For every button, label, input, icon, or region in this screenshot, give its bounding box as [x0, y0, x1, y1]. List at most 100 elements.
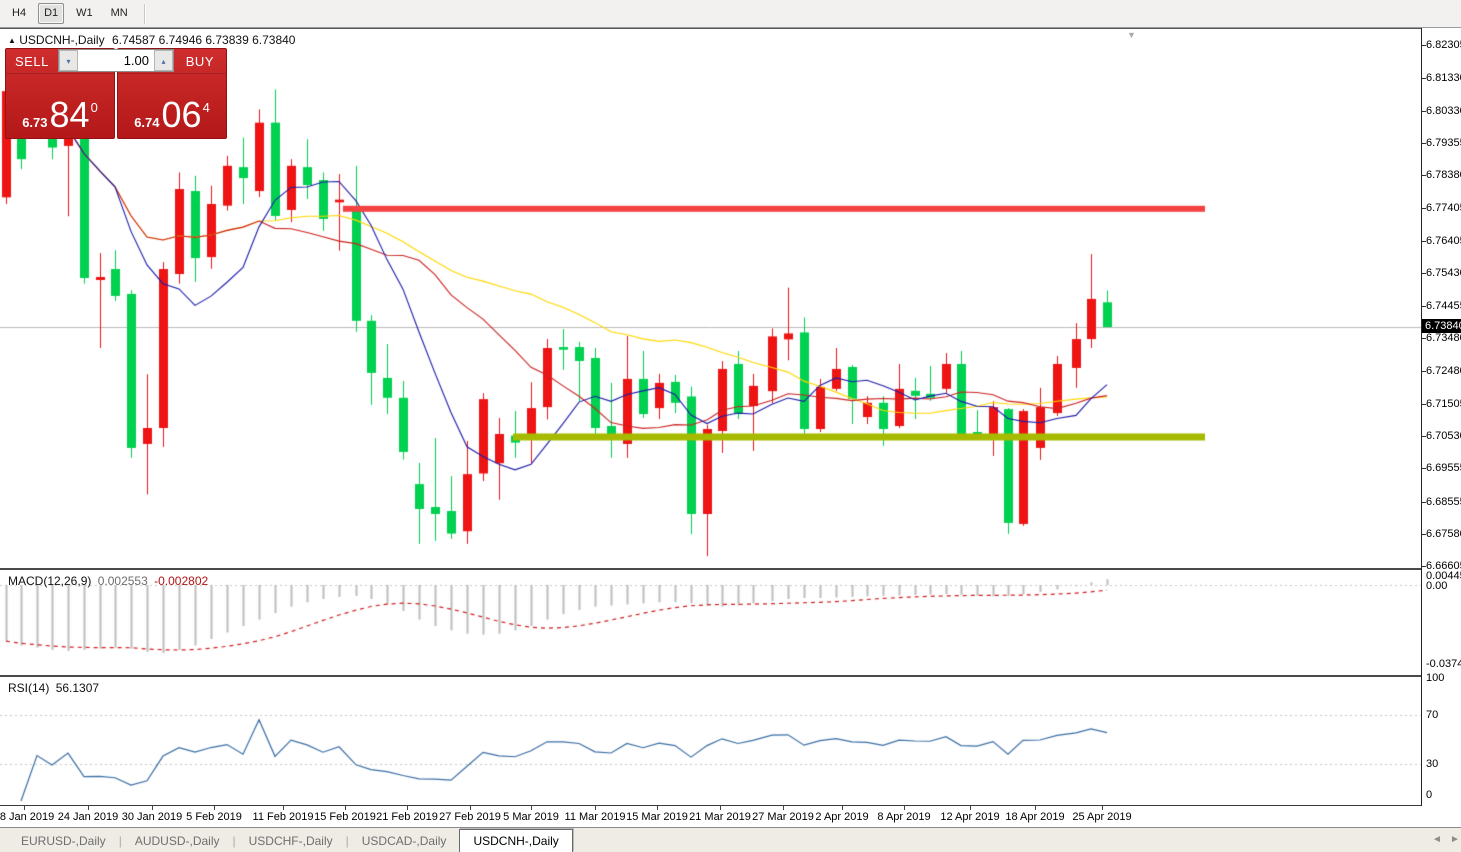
date-axis-label: 15 Mar 2019: [626, 811, 688, 823]
rsi-value: 56.1307: [55, 681, 100, 695]
chart-symbol-label: USDCNH-,Daily: [19, 33, 105, 47]
main-chart-panel: ▲ USDCNH-,Daily 6.74587 6.74946 6.73839 …: [0, 28, 1421, 569]
price-axis-label: 6.74455: [1426, 299, 1461, 312]
axis-tick: [1422, 305, 1426, 307]
tabs-scroll-left-icon[interactable]: ◄: [1432, 834, 1442, 845]
sell-price-big: 84: [49, 94, 90, 135]
axis-tick: [1422, 468, 1426, 470]
chart-tab-audusd[interactable]: AUDUSD-,Daily: [134, 834, 220, 848]
sell-button[interactable]: SELL: [15, 54, 49, 69]
axis-tick: [1422, 77, 1426, 79]
date-axis-label: 21 Mar 2019: [689, 811, 751, 823]
axis-tick: [1422, 207, 1426, 209]
main-chart-canvas[interactable]: [0, 29, 1421, 569]
macd-panel: MACD(12,26,9) 0.002553 -0.002802: [0, 570, 1421, 675]
chart-tab-eurusd[interactable]: EURUSD-,Daily: [21, 834, 106, 848]
panel-separator[interactable]: [0, 675, 1421, 677]
axis-tick: [1422, 240, 1426, 242]
macd-title: MACD(12,26,9) 0.002553 -0.002802: [8, 574, 208, 588]
tab-separator: |: [345, 834, 349, 848]
chart-tab-usdcnh[interactable]: USDCNH-,Daily: [459, 829, 573, 852]
date-axis-label: 8 Apr 2019: [877, 811, 931, 823]
axis-tick: [1422, 403, 1426, 405]
macd-canvas[interactable]: [0, 570, 1421, 675]
price-axis-label: 6.76405: [1426, 234, 1461, 247]
date-tick: [842, 806, 843, 810]
macd-axis-min: -0.037475: [1426, 658, 1461, 670]
price-axis[interactable]: 6.82305 6.81330 6.80330 6.79355 6.78380 6.774…: [1421, 28, 1461, 806]
price-axis-label: 6.82305: [1426, 39, 1461, 52]
chart-ohlc-values: 6.74587 6.74946 6.73839 6.73840: [111, 33, 296, 47]
macd-name: MACD(12,26,9): [8, 574, 92, 588]
date-axis-label: 24 Jan 2019: [57, 811, 119, 823]
date-tick: [88, 806, 89, 810]
buy-price-big: 06: [161, 94, 202, 135]
date-axis-label: 27 Mar 2019: [752, 811, 814, 823]
axis-tick: [1422, 501, 1426, 503]
tab-separator: |: [118, 834, 122, 848]
volume-stepper: ▾ 1.00 ▴: [58, 49, 174, 72]
price-axis-label: 6.68555: [1426, 495, 1461, 508]
date-tick: [152, 806, 153, 810]
date-tick: [345, 806, 346, 810]
rsi-axis-label: 0: [1426, 789, 1433, 801]
chart-tab-bar: EURUSD-,Daily | AUDUSD-,Daily | USDCHF-,Dail…: [0, 828, 1461, 852]
date-tick: [1035, 806, 1036, 810]
volume-decrease-button[interactable]: ▾: [59, 50, 78, 71]
tabs-scroll-right-icon[interactable]: ►: [1450, 834, 1460, 845]
axis-tick: [1422, 143, 1426, 145]
chart-shift-marker-icon[interactable]: ▼: [1127, 30, 1136, 40]
price-axis-label: 6.72480: [1426, 365, 1461, 378]
price-axis-label: 6.69555: [1426, 462, 1461, 475]
price-axis-label: 6.66605: [1426, 560, 1461, 573]
toolbar-separator: [143, 3, 146, 24]
panel-separator[interactable]: [0, 568, 1421, 570]
divider: [118, 73, 226, 74]
buy-button[interactable]: BUY: [185, 54, 214, 69]
rsi-name: RSI(14): [8, 681, 50, 695]
date-tick: [595, 806, 596, 810]
axis-tick: [1422, 273, 1426, 275]
sell-price[interactable]: 6.73 84 0: [6, 96, 114, 134]
rsi-panel: RSI(14) 56.1307: [0, 677, 1421, 805]
axis-tick: [1422, 175, 1426, 177]
timeframe-button-d1[interactable]: D1: [38, 3, 65, 24]
macd-signal-value: -0.002802: [154, 574, 209, 588]
date-axis-label: 11 Mar 2019: [564, 811, 626, 823]
chart-title: ▲ USDCNH-,Daily 6.74587 6.74946 6.73839 …: [8, 33, 295, 47]
rsi-title: RSI(14) 56.1307: [8, 681, 99, 695]
date-axis-label: 11 Feb 2019: [252, 811, 314, 823]
date-tick: [783, 806, 784, 810]
chart-tab-usdchf[interactable]: USDCHF-,Daily: [248, 834, 333, 848]
date-axis-label: 18 Apr 2019: [1005, 811, 1065, 823]
macd-axis-zero: 0.00: [1426, 580, 1448, 592]
date-tick: [531, 806, 532, 810]
buy-price-small: 6.74: [134, 115, 160, 130]
volume-increase-button[interactable]: ▴: [154, 50, 173, 71]
rsi-canvas[interactable]: [0, 677, 1421, 805]
buy-price[interactable]: 6.74 06 4: [118, 96, 226, 134]
date-axis-label: 15 Feb 2019: [314, 811, 376, 823]
buy-price-pip: 4: [202, 100, 210, 115]
date-tick: [1102, 806, 1103, 810]
date-tick: [407, 806, 408, 810]
macd-axis-max: 0.004459: [1426, 570, 1461, 582]
volume-input[interactable]: 1.00: [123, 53, 149, 68]
chart-tab-usdcad[interactable]: USDCAD-,Daily: [361, 834, 447, 848]
axis-tick: [1422, 566, 1426, 568]
macd-value: 0.002553: [97, 574, 148, 588]
price-axis-label: 6.77405: [1426, 201, 1461, 214]
timeframe-button-w1[interactable]: W1: [76, 7, 93, 19]
collapse-indicators-icon[interactable]: ▲: [8, 36, 16, 45]
date-axis-label: 18 Jan 2019: [0, 811, 55, 823]
rsi-axis-label: 30: [1426, 758, 1439, 771]
axis-tick: [1422, 371, 1426, 373]
date-axis-label: 21 Feb 2019: [376, 811, 438, 823]
price-axis-label: 6.73480: [1426, 332, 1461, 345]
timeframe-button-h4[interactable]: H4: [12, 7, 27, 19]
axis-tick: [1422, 110, 1426, 112]
date-tick: [283, 806, 284, 810]
timeframe-button-mn[interactable]: MN: [110, 7, 128, 19]
